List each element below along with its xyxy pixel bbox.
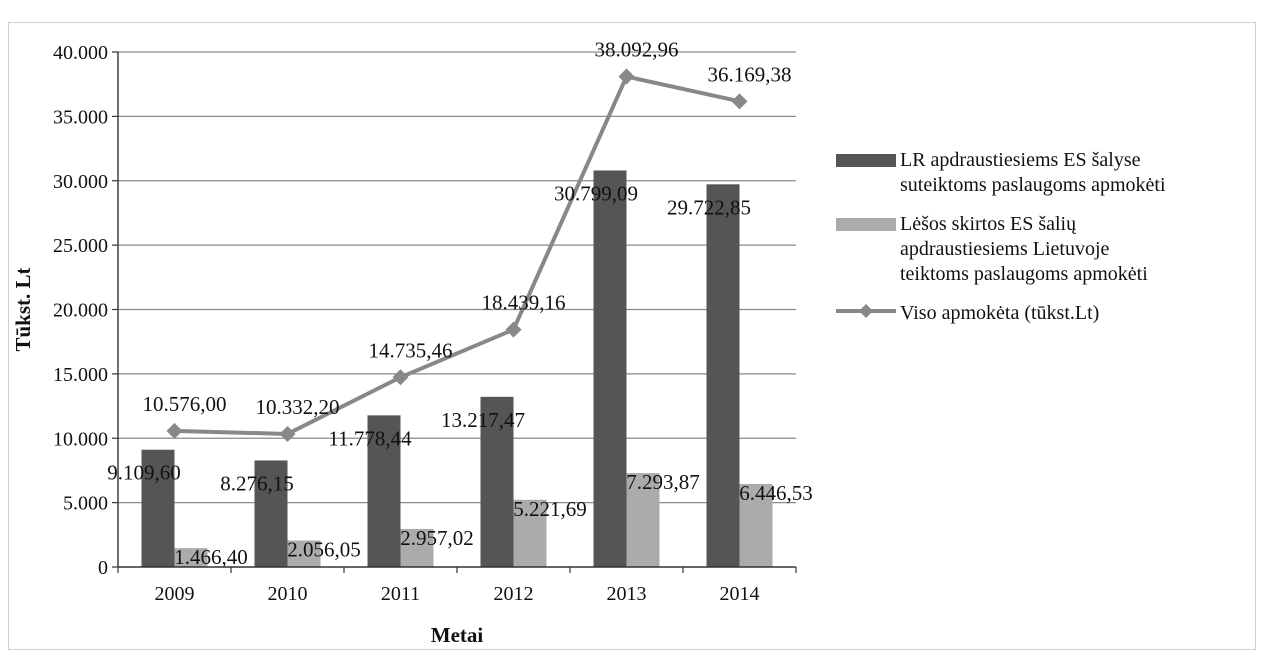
chart-legend: LR apdraustiesiems ES šalyse suteiktoms … bbox=[836, 148, 1266, 342]
bar-series-1 bbox=[706, 184, 740, 568]
y-tick-label: 15.000 bbox=[53, 364, 108, 386]
bar-series-2 bbox=[174, 548, 208, 567]
x-tick-label: 2010 bbox=[268, 583, 308, 605]
bar-series-1 bbox=[254, 460, 288, 567]
data-label-series-2: 2.056,05 bbox=[287, 538, 361, 562]
data-label-series-total: 36.169,38 bbox=[708, 62, 792, 86]
x-tick-label: 2012 bbox=[494, 583, 534, 605]
bar-series-1 bbox=[593, 170, 627, 567]
bar-series-1 bbox=[480, 396, 514, 567]
bar-series-2 bbox=[626, 473, 660, 567]
line-series-total bbox=[174, 74, 740, 436]
data-label-series-2: 6.446,53 bbox=[739, 481, 813, 505]
data-label-series-1: 29.722,85 bbox=[667, 195, 751, 219]
legend-label-series-1: LR apdraustiesiems ES šalyse suteiktoms … bbox=[900, 149, 1166, 196]
x-tick-label: 2009 bbox=[155, 583, 195, 605]
data-label-series-1: 9.109,60 bbox=[107, 461, 181, 485]
bar-series-1 bbox=[141, 449, 175, 567]
legend-label-series-2: Lėšos skirtos ES šalių apdraustiesiems L… bbox=[900, 213, 1148, 285]
line-marker bbox=[731, 93, 748, 110]
x-axis-title: Metai bbox=[431, 623, 484, 647]
y-tick-label: 10.000 bbox=[53, 428, 108, 450]
y-axis-title: Tūkst. Lt bbox=[11, 267, 35, 351]
y-tick-label: 20.000 bbox=[53, 300, 108, 322]
legend-item-series-3: Viso apmokėta (tūkst.Lt) bbox=[836, 301, 1266, 328]
line-marker bbox=[618, 68, 635, 85]
data-label-series-total: 14.735,46 bbox=[369, 338, 453, 362]
y-tick-label: 5.000 bbox=[63, 493, 108, 515]
data-label-series-2: 5.221,69 bbox=[513, 497, 587, 521]
legend-swatch-series-2 bbox=[836, 218, 896, 231]
line-marker bbox=[166, 422, 183, 439]
chart-frame bbox=[8, 22, 1256, 650]
data-label-series-total: 10.332,20 bbox=[256, 395, 340, 419]
x-tick-label: 2014 bbox=[720, 583, 760, 605]
legend-item-series-1: LR apdraustiesiems ES šalyse suteiktoms … bbox=[836, 148, 1266, 198]
line-marker bbox=[392, 369, 409, 386]
legend-swatch-series-3 bbox=[836, 301, 896, 328]
bar-series-2 bbox=[513, 499, 547, 567]
data-label-series-2: 7.293,87 bbox=[626, 470, 700, 494]
data-label-series-1: 8.276,15 bbox=[220, 471, 294, 495]
data-label-series-1: 11.778,44 bbox=[328, 426, 412, 450]
x-tick-label: 2013 bbox=[607, 583, 647, 605]
y-tick-label: 25.000 bbox=[53, 235, 108, 257]
y-tick-label: 0 bbox=[98, 557, 108, 579]
line-marker bbox=[279, 425, 296, 442]
bar-series-2 bbox=[739, 484, 773, 567]
legend-swatch-series-1 bbox=[836, 154, 896, 167]
bar-series-2 bbox=[287, 540, 321, 567]
y-tick-label: 35.000 bbox=[53, 106, 108, 128]
legend-item-series-2: Lėšos skirtos ES šalių apdraustiesiems L… bbox=[836, 212, 1266, 287]
y-tick-label: 30.000 bbox=[53, 171, 108, 193]
data-label-series-total: 10.576,00 bbox=[143, 392, 227, 416]
data-label-series-2: 2.957,02 bbox=[400, 526, 474, 550]
data-label-series-1: 30.799,09 bbox=[554, 181, 638, 205]
data-label-series-total: 38.092,96 bbox=[595, 38, 679, 62]
data-label-series-1: 13.217,47 bbox=[441, 408, 525, 432]
legend-label-series-3: Viso apmokėta (tūkst.Lt) bbox=[900, 302, 1100, 324]
bar-series-1 bbox=[367, 415, 401, 567]
data-label-series-total: 18.439,16 bbox=[482, 291, 566, 315]
line-marker bbox=[505, 321, 522, 338]
data-label-series-2: 1.466,40 bbox=[174, 545, 248, 569]
y-tick-label: 40.000 bbox=[53, 42, 108, 64]
x-tick-label: 2011 bbox=[381, 583, 420, 605]
bar-series-2 bbox=[400, 528, 434, 567]
